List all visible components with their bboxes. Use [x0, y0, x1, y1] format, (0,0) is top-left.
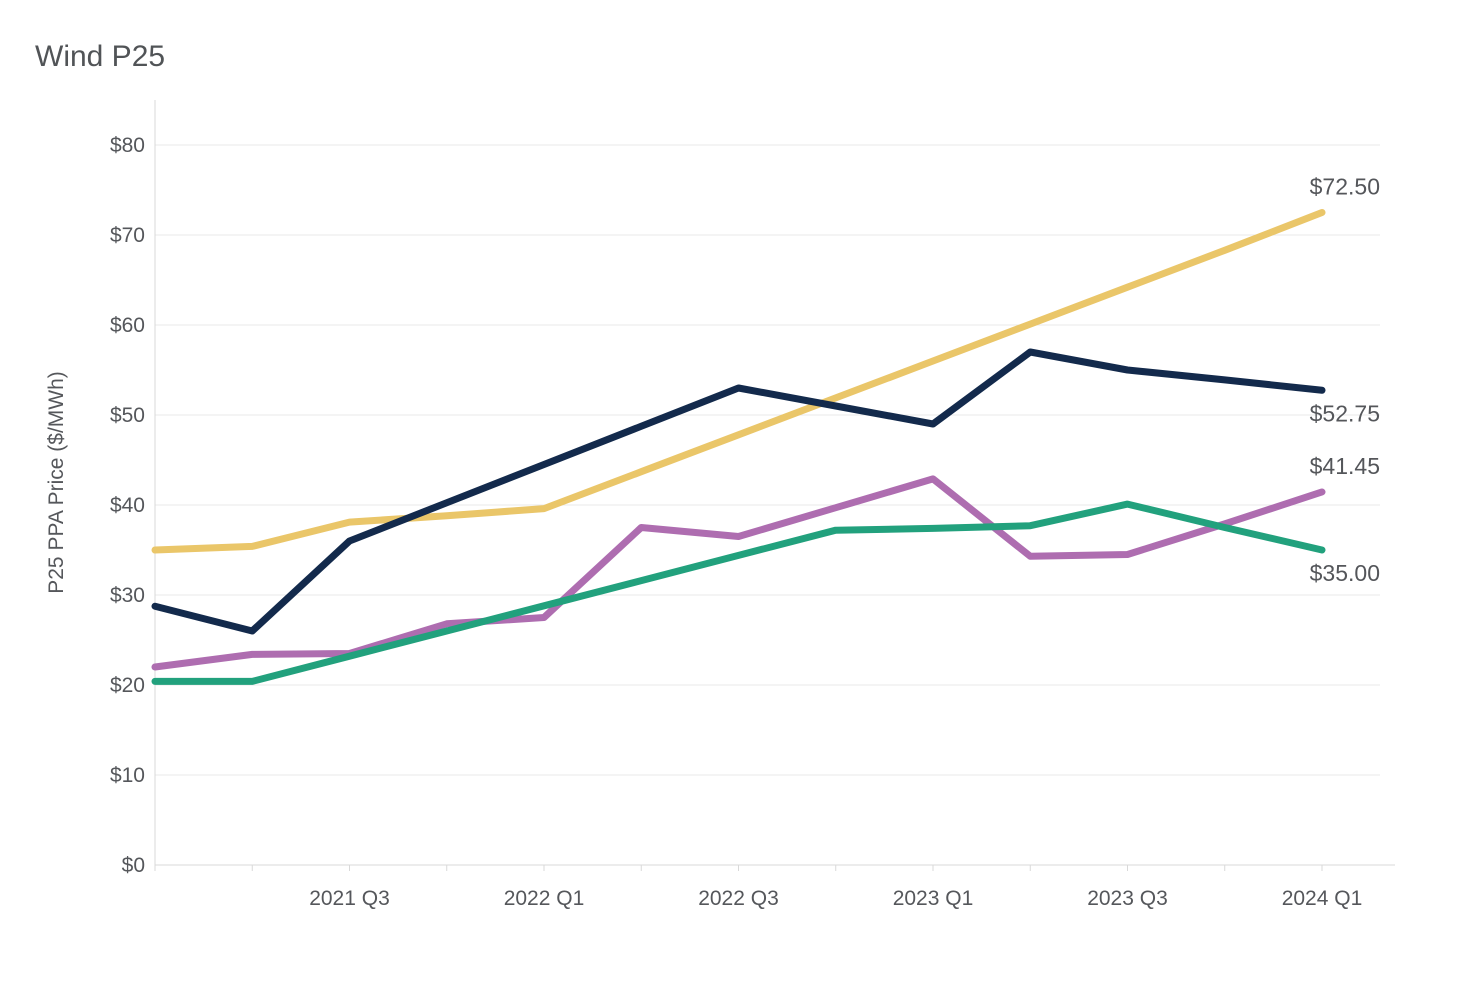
navy-line — [151, 348, 1326, 635]
navy-end-value-label: $52.75 — [1310, 400, 1380, 426]
y-tick-label: $60 — [110, 314, 145, 337]
y-tick-label: $0 — [122, 854, 145, 877]
y-tick-label: $40 — [110, 494, 145, 517]
gold-end-value-label: $72.50 — [1310, 174, 1380, 200]
green-end-value-label: $35.00 — [1310, 560, 1380, 586]
y-tick-label: $10 — [110, 764, 145, 787]
y-axis-title: P25 PPA Price ($/MWh) — [45, 371, 68, 594]
x-tick-label: 2023 Q3 — [1087, 887, 1168, 910]
y-tick-label: $50 — [110, 404, 145, 427]
y-tick-label: $30 — [110, 584, 145, 607]
y-tick-label: $70 — [110, 224, 145, 247]
y-tick-label: $80 — [110, 134, 145, 157]
x-tick-label: 2021 Q3 — [309, 887, 390, 910]
x-tick-label: 2022 Q1 — [504, 887, 585, 910]
purple-end-value-label: $41.45 — [1310, 453, 1380, 479]
chart-title: Wind P25 — [35, 40, 166, 73]
y-tick-label: $20 — [110, 674, 145, 697]
x-tick-label: 2023 Q1 — [893, 887, 974, 910]
x-tick-label: 2024 Q1 — [1282, 887, 1363, 910]
gold-line — [151, 209, 1326, 554]
green-line — [151, 500, 1326, 685]
x-tick-label: 2022 Q3 — [698, 887, 779, 910]
